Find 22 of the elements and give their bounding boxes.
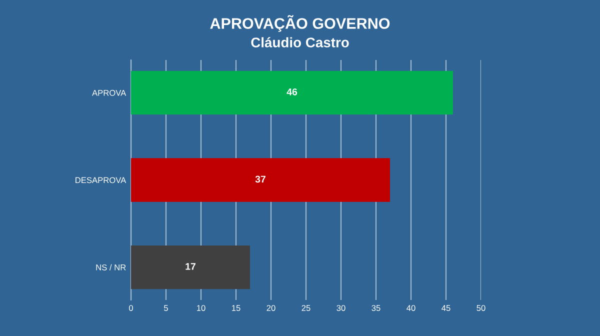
x-tick-label: 25: [302, 305, 310, 311]
data-label: 46: [286, 88, 298, 96]
bar: [131, 158, 390, 202]
x-tick-label: 15: [232, 305, 240, 311]
x-tick-label: 10: [197, 305, 206, 311]
chart-subtitle: Cláudio Castro: [251, 37, 349, 48]
chart-title: APROVAÇÃO GOVERNO: [210, 15, 390, 32]
bar: [131, 245, 250, 290]
x-tick-label: 30: [336, 305, 346, 311]
bar: [131, 70, 453, 115]
x-tick-label: 20: [266, 305, 276, 311]
x-tick-label: 50: [476, 305, 486, 311]
x-tick-label: 40: [406, 305, 416, 311]
data-label: 17: [186, 263, 196, 270]
x-tick-label: 35: [372, 305, 380, 311]
y-tick-label: APROVA: [92, 90, 126, 96]
x-tick-label: 5: [164, 305, 168, 311]
y-tick-label: NS / NR: [96, 264, 126, 270]
x-tick-label: 0: [129, 305, 133, 311]
data-label: 37: [255, 176, 266, 183]
x-tick-label: 45: [442, 305, 450, 311]
y-tick-label: DESAPROVA: [76, 177, 126, 184]
